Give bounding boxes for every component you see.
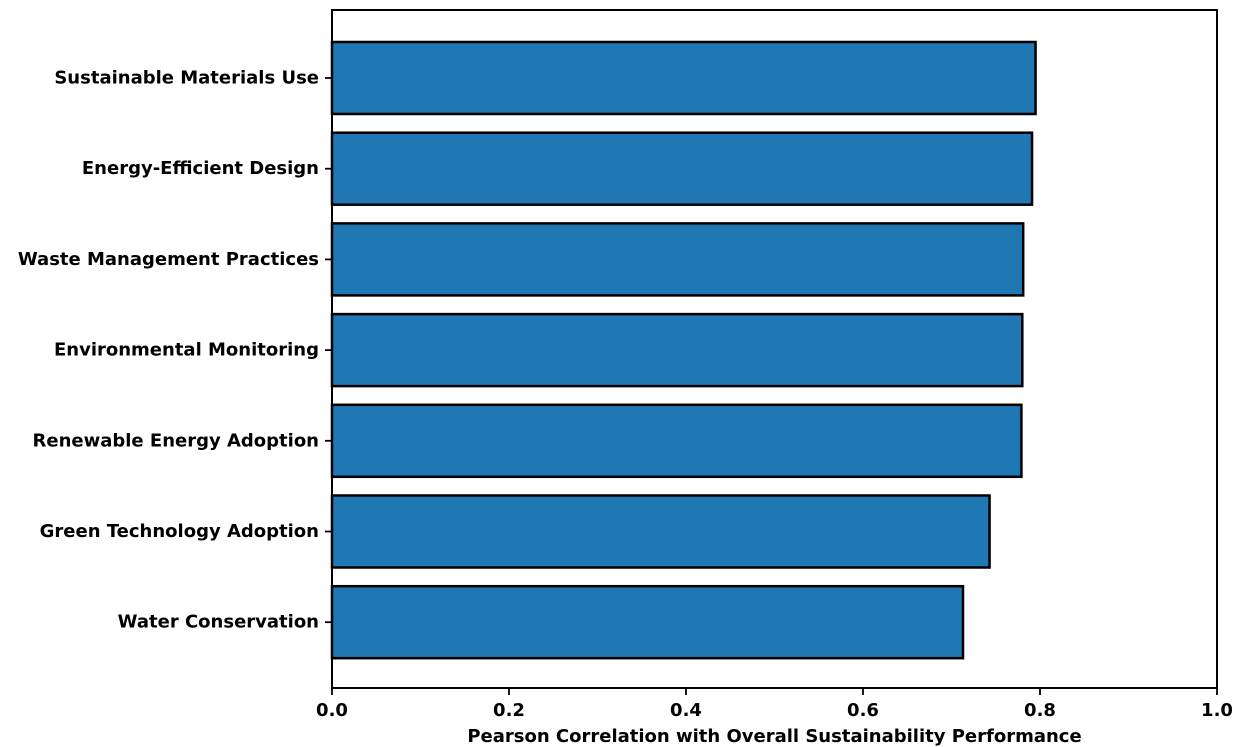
bar [330,131,1034,206]
x-tick-label: 0.6 [847,700,879,721]
y-tick-label: Environmental Monitoring [54,340,319,361]
bar [330,403,1023,479]
x-tick-label: 0.2 [493,700,525,721]
x-ticks: 0.0 0.2 0.4 0.6 0.8 1.0 [316,688,1233,721]
bar [330,40,1037,116]
plot-frame [331,9,1218,689]
y-tick-label: Green Technology Adoption [40,521,319,542]
y-tick-label: Waste Management Practices [18,249,319,270]
bar [330,584,965,660]
x-tick-label: 0.0 [316,700,348,721]
y-tick-label: Sustainable Materials Use [54,68,319,89]
y-tick-label: Energy-Efficient Design [82,158,319,179]
bars-group [330,40,1037,660]
bar [330,494,991,569]
x-tick-label: 0.4 [670,700,702,721]
bar [330,312,1024,388]
y-tick-label: Renewable Energy Adoption [33,430,320,451]
y-tick-labels: Sustainable Materials Use Energy-Efficien… [18,68,332,633]
bar [330,222,1025,297]
y-tick-label: Water Conservation [118,612,319,633]
x-axis-title: Pearson Correlation with Overall Sustain… [467,726,1081,747]
x-tick-label: 1.0 [1201,700,1233,721]
x-tick-label: 0.8 [1024,700,1056,721]
